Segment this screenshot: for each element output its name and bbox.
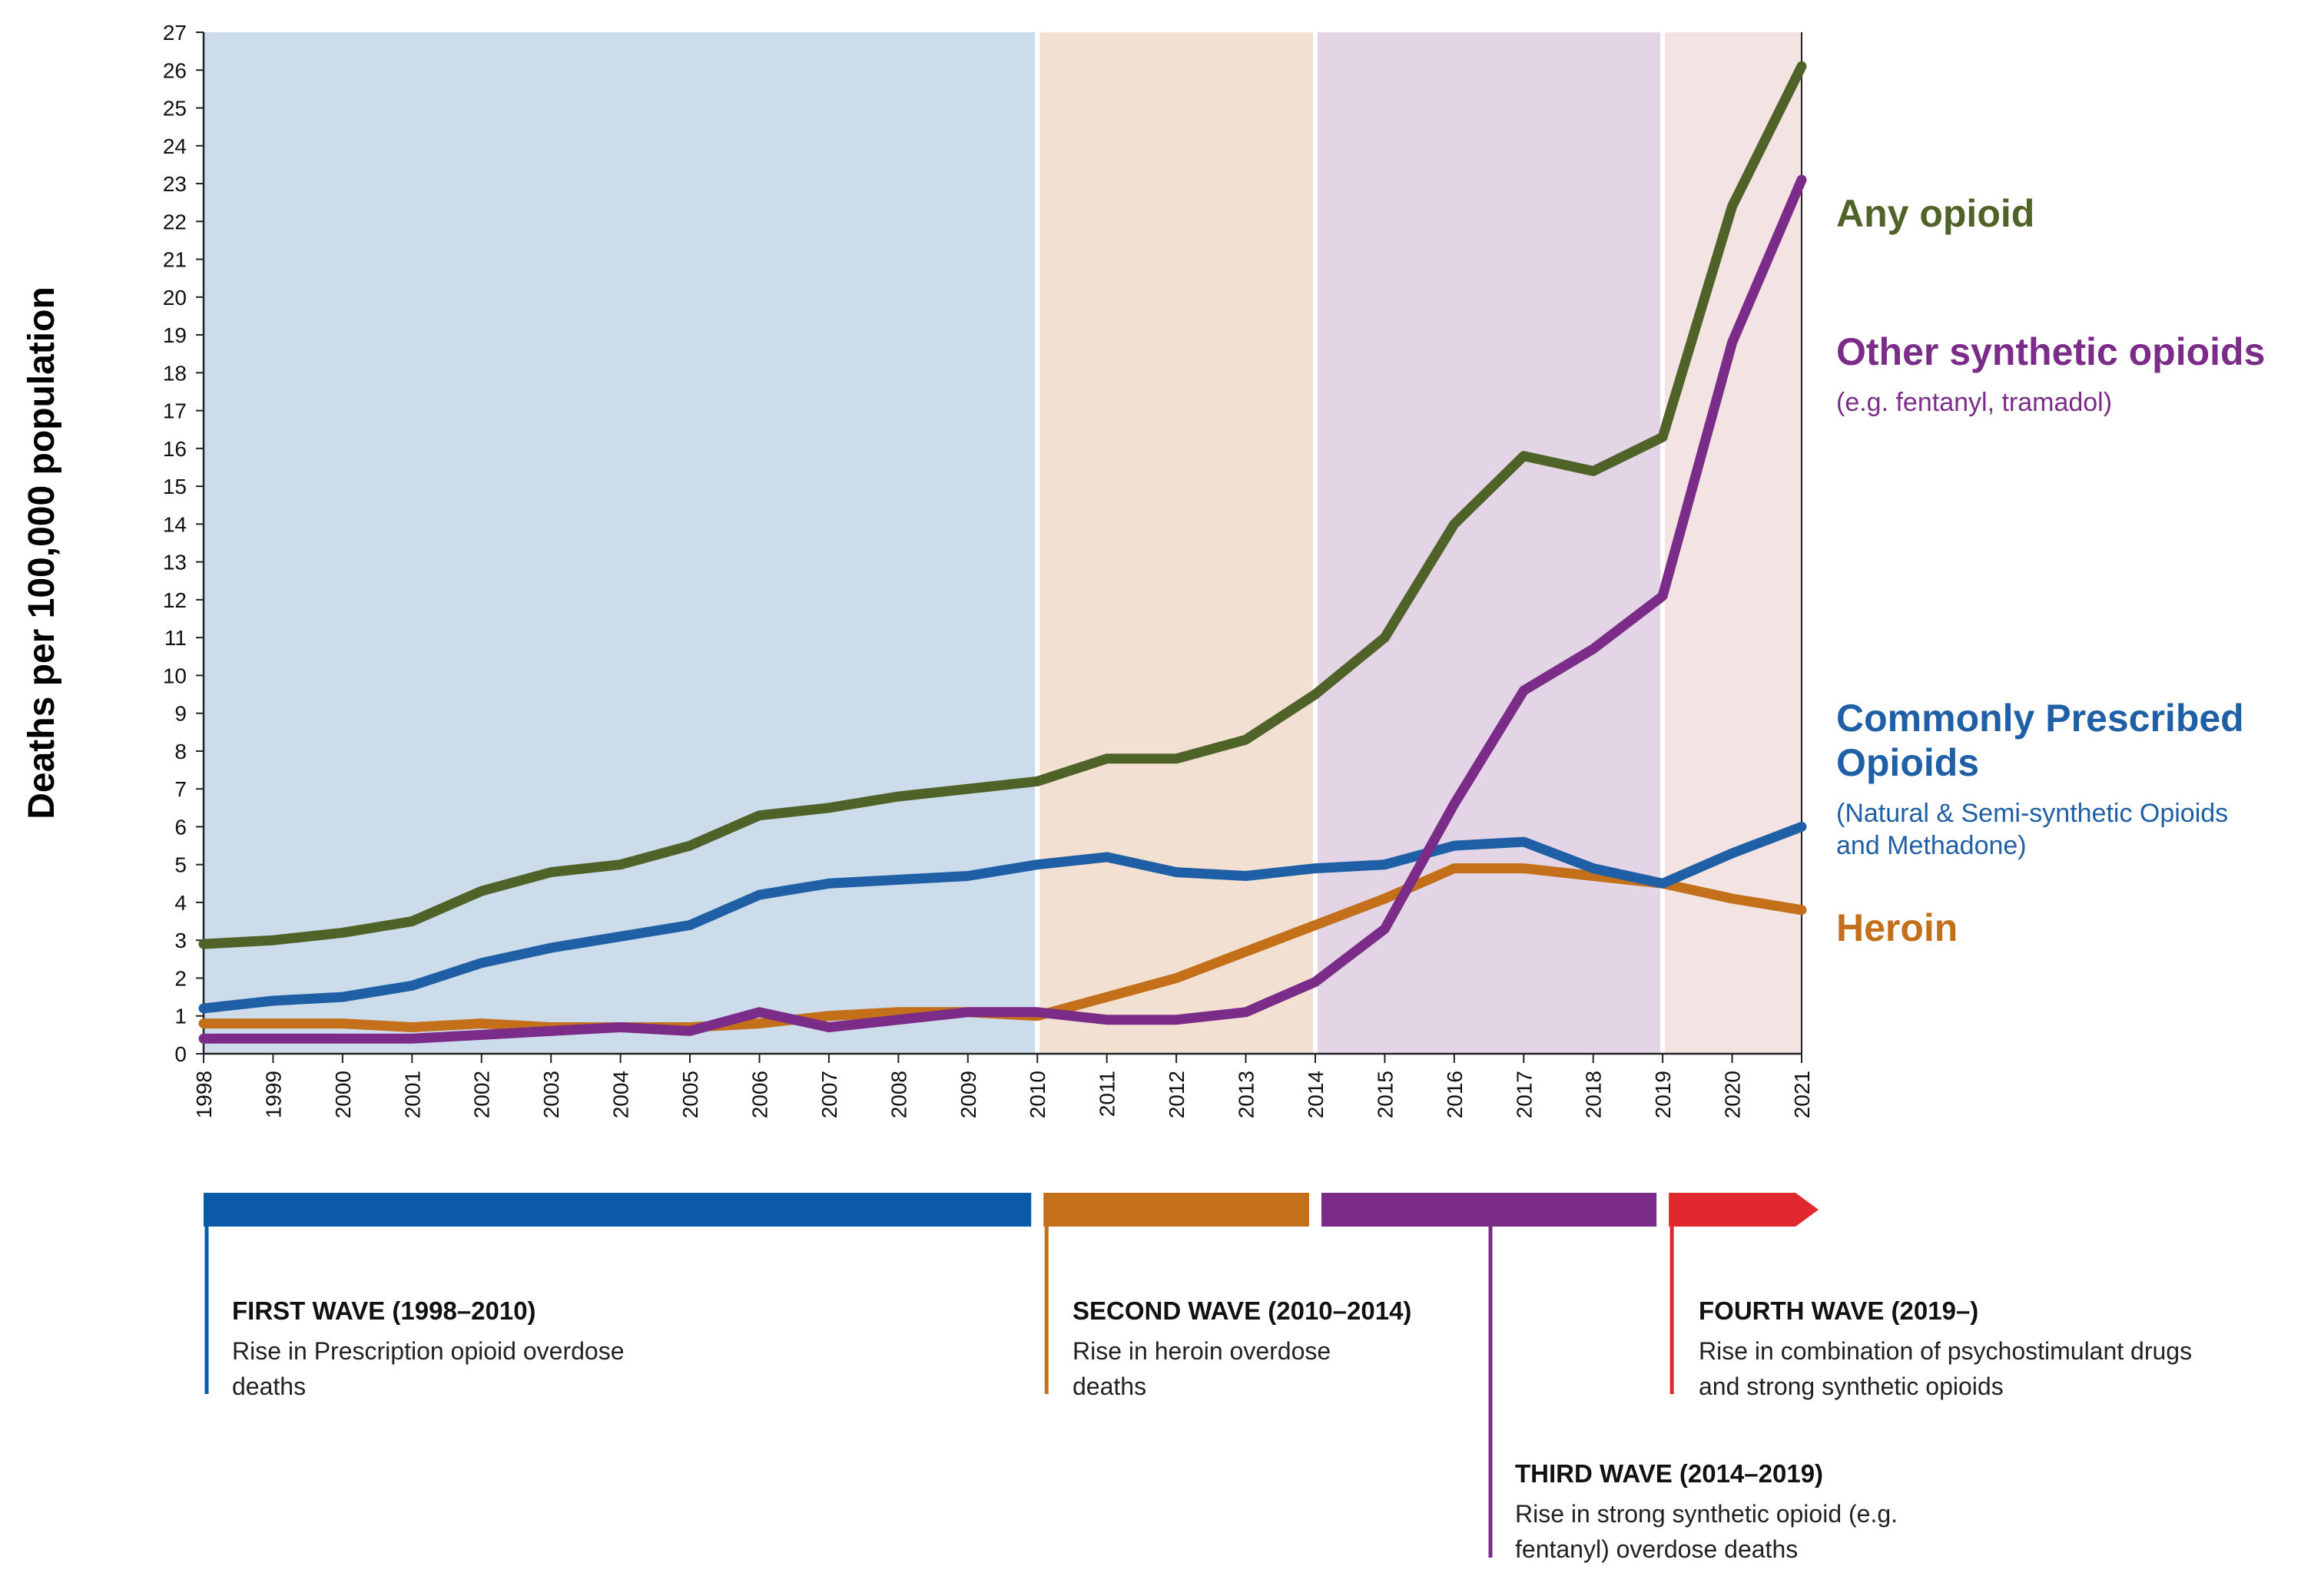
x-tick-label-1998: 1998 bbox=[192, 1071, 216, 1118]
series-lines bbox=[198, 61, 1807, 1044]
x-tick-label-2004: 2004 bbox=[609, 1071, 633, 1118]
series-line-other-synthetic-opioids bbox=[198, 174, 1807, 1044]
y-tick-label-10: 10 bbox=[163, 664, 187, 687]
series-label-line-2: Opioids bbox=[1836, 741, 1979, 784]
x-tick-label-2007: 2007 bbox=[817, 1071, 841, 1118]
wave-description-line-2: deaths bbox=[232, 1372, 306, 1400]
y-tick-label-16: 16 bbox=[163, 437, 187, 461]
series-sublabel-commonly-prescribed-opioids: (Natural & Semi-synthetic Opioids and Met… bbox=[1836, 799, 2228, 860]
y-tick-label-0: 0 bbox=[174, 1042, 187, 1066]
y-tick-label-4: 4 bbox=[174, 891, 187, 915]
wave-bar-4 bbox=[1669, 1193, 1819, 1227]
wave-bar-3 bbox=[1321, 1193, 1657, 1227]
wave-timeline: FIRST WAVE (1998–2010) Rise in Prescripti… bbox=[204, 1193, 2192, 1563]
x-tick-label-2014: 2014 bbox=[1304, 1071, 1328, 1118]
wave-description-line-1: Rise in combination of psychostimulant d… bbox=[1699, 1337, 2192, 1365]
y-tick-label-1: 1 bbox=[174, 1005, 187, 1028]
wave-band-3 bbox=[1315, 32, 1663, 1054]
wave-description-2: Rise in heroin overdose deaths bbox=[1073, 1337, 1331, 1400]
y-tick-label-25: 25 bbox=[163, 97, 187, 121]
series-line-any-opioid bbox=[198, 61, 1807, 949]
y-tick-label-21: 21 bbox=[163, 248, 187, 272]
y-tick-label-14: 14 bbox=[163, 512, 187, 536]
series-sublabel-line-2: and Methadone) bbox=[1836, 831, 2027, 860]
x-tick-label-2018: 2018 bbox=[1582, 1071, 1606, 1118]
series-label-other-synthetic-opioids: Other synthetic opioids bbox=[1836, 330, 2265, 373]
wave-description-line-2: deaths bbox=[1073, 1372, 1146, 1400]
series-label-line-1: Commonly Prescribed bbox=[1836, 697, 2244, 740]
x-tick-label-2013: 2013 bbox=[1235, 1071, 1258, 1118]
y-tick-label-6: 6 bbox=[174, 815, 187, 839]
series-label-commonly-prescribed-opioids: Commonly Prescribed Opioids bbox=[1836, 697, 2244, 784]
wave-description-line-1: Rise in strong synthetic opioid (e.g. bbox=[1515, 1500, 1898, 1528]
y-tick-label-17: 17 bbox=[163, 399, 187, 423]
x-tick-label-2009: 2009 bbox=[957, 1071, 980, 1118]
y-tick-label-9: 9 bbox=[174, 702, 187, 726]
y-axis-title: Deaths per 100,000 population bbox=[22, 286, 62, 820]
series-line-commonly-prescribed-opioids bbox=[198, 821, 1807, 1014]
x-tick-label-2003: 2003 bbox=[539, 1071, 563, 1118]
x-tick-label-2021: 2021 bbox=[1790, 1071, 1814, 1118]
wave-bar-2 bbox=[1043, 1193, 1309, 1227]
x-tick-label-2002: 2002 bbox=[470, 1071, 494, 1118]
y-tick-label-26: 26 bbox=[163, 58, 187, 82]
y-tick-label-18: 18 bbox=[163, 361, 187, 385]
y-tick-label-7: 7 bbox=[174, 777, 187, 801]
x-tick-label-2012: 2012 bbox=[1165, 1071, 1189, 1118]
wave-description-4: Rise in combination of psychostimulant d… bbox=[1699, 1337, 2192, 1400]
y-tick-label-27: 27 bbox=[163, 21, 187, 45]
wave-title-1: FIRST WAVE (1998–2010) bbox=[232, 1296, 536, 1325]
wave-description-1: Rise in Prescription opioid overdose deat… bbox=[232, 1337, 624, 1400]
y-tick-label-15: 15 bbox=[163, 475, 187, 498]
series-labels: Any opioid Other synthetic opioids (e.g. f… bbox=[1836, 192, 2265, 949]
x-tick-label-2001: 2001 bbox=[400, 1071, 424, 1118]
wave-title-4: FOURTH WAVE (2019–) bbox=[1699, 1296, 1978, 1325]
x-tick-label-2015: 2015 bbox=[1373, 1071, 1397, 1118]
y-tick-label-22: 22 bbox=[163, 210, 187, 233]
wave-description-3: Rise in strong synthetic opioid (e.g. fen… bbox=[1515, 1500, 1898, 1563]
wave-description-line-1: Rise in Prescription opioid overdose bbox=[232, 1337, 624, 1365]
wave-bands bbox=[204, 32, 1802, 1054]
x-tick-label-2020: 2020 bbox=[1721, 1071, 1745, 1118]
x-tick-label-2000: 2000 bbox=[331, 1071, 355, 1118]
wave-description-line-1: Rise in heroin overdose bbox=[1073, 1337, 1331, 1365]
y-tick-label-13: 13 bbox=[163, 551, 187, 574]
y-tick-label-5: 5 bbox=[174, 853, 187, 877]
y-tick-label-23: 23 bbox=[163, 172, 187, 196]
series-label-any-opioid: Any opioid bbox=[1836, 192, 2034, 235]
x-tick-label-2011: 2011 bbox=[1096, 1071, 1119, 1117]
x-tick-label-2016: 2016 bbox=[1443, 1071, 1467, 1118]
y-tick-label-20: 20 bbox=[163, 286, 187, 310]
wave-bar-1 bbox=[204, 1193, 1032, 1227]
wave-description-line-2: and strong synthetic opioids bbox=[1699, 1372, 2004, 1400]
wave-title-3: THIRD WAVE (2014–2019) bbox=[1515, 1459, 1823, 1488]
y-tick-label-19: 19 bbox=[163, 323, 187, 347]
series-sublabel-line-1: (Natural & Semi-synthetic Opioids bbox=[1836, 799, 2228, 828]
series-sublabel-other-synthetic-opioids: (e.g. fentanyl, tramadol) bbox=[1836, 388, 2112, 417]
wave-band-2 bbox=[1037, 32, 1315, 1054]
y-tick-label-8: 8 bbox=[174, 740, 187, 763]
wave-title-2: SECOND WAVE (2010–2014) bbox=[1073, 1296, 1411, 1325]
y-tick-label-2: 2 bbox=[174, 966, 187, 990]
x-tick-label-2006: 2006 bbox=[748, 1071, 771, 1118]
x-tick-label-2010: 2010 bbox=[1026, 1071, 1049, 1118]
x-tick-label-2008: 2008 bbox=[887, 1071, 910, 1118]
x-tick-label-1999: 1999 bbox=[261, 1071, 285, 1118]
axes: 0123456789101112131415161718192021222324… bbox=[163, 21, 1814, 1118]
y-tick-label-3: 3 bbox=[174, 929, 187, 952]
x-tick-label-2017: 2017 bbox=[1512, 1071, 1536, 1118]
x-tick-label-2019: 2019 bbox=[1651, 1071, 1675, 1118]
y-tick-label-11: 11 bbox=[164, 626, 187, 650]
y-tick-label-12: 12 bbox=[163, 588, 187, 612]
x-tick-label-2005: 2005 bbox=[678, 1071, 702, 1118]
y-tick-label-24: 24 bbox=[163, 134, 187, 158]
wave-description-line-2: fentanyl) overdose deaths bbox=[1515, 1535, 1798, 1563]
wave-band-1 bbox=[204, 32, 1038, 1054]
series-label-heroin: Heroin bbox=[1836, 906, 1958, 949]
